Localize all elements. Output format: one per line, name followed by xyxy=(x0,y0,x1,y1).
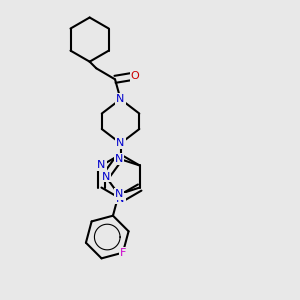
Text: F: F xyxy=(120,248,126,258)
Text: O: O xyxy=(130,71,139,81)
Text: N: N xyxy=(116,194,125,204)
Text: N: N xyxy=(116,138,125,148)
Text: N: N xyxy=(101,172,110,182)
Text: N: N xyxy=(97,160,106,170)
Text: N: N xyxy=(116,94,125,104)
Text: N: N xyxy=(115,154,123,164)
Text: N: N xyxy=(115,189,123,200)
